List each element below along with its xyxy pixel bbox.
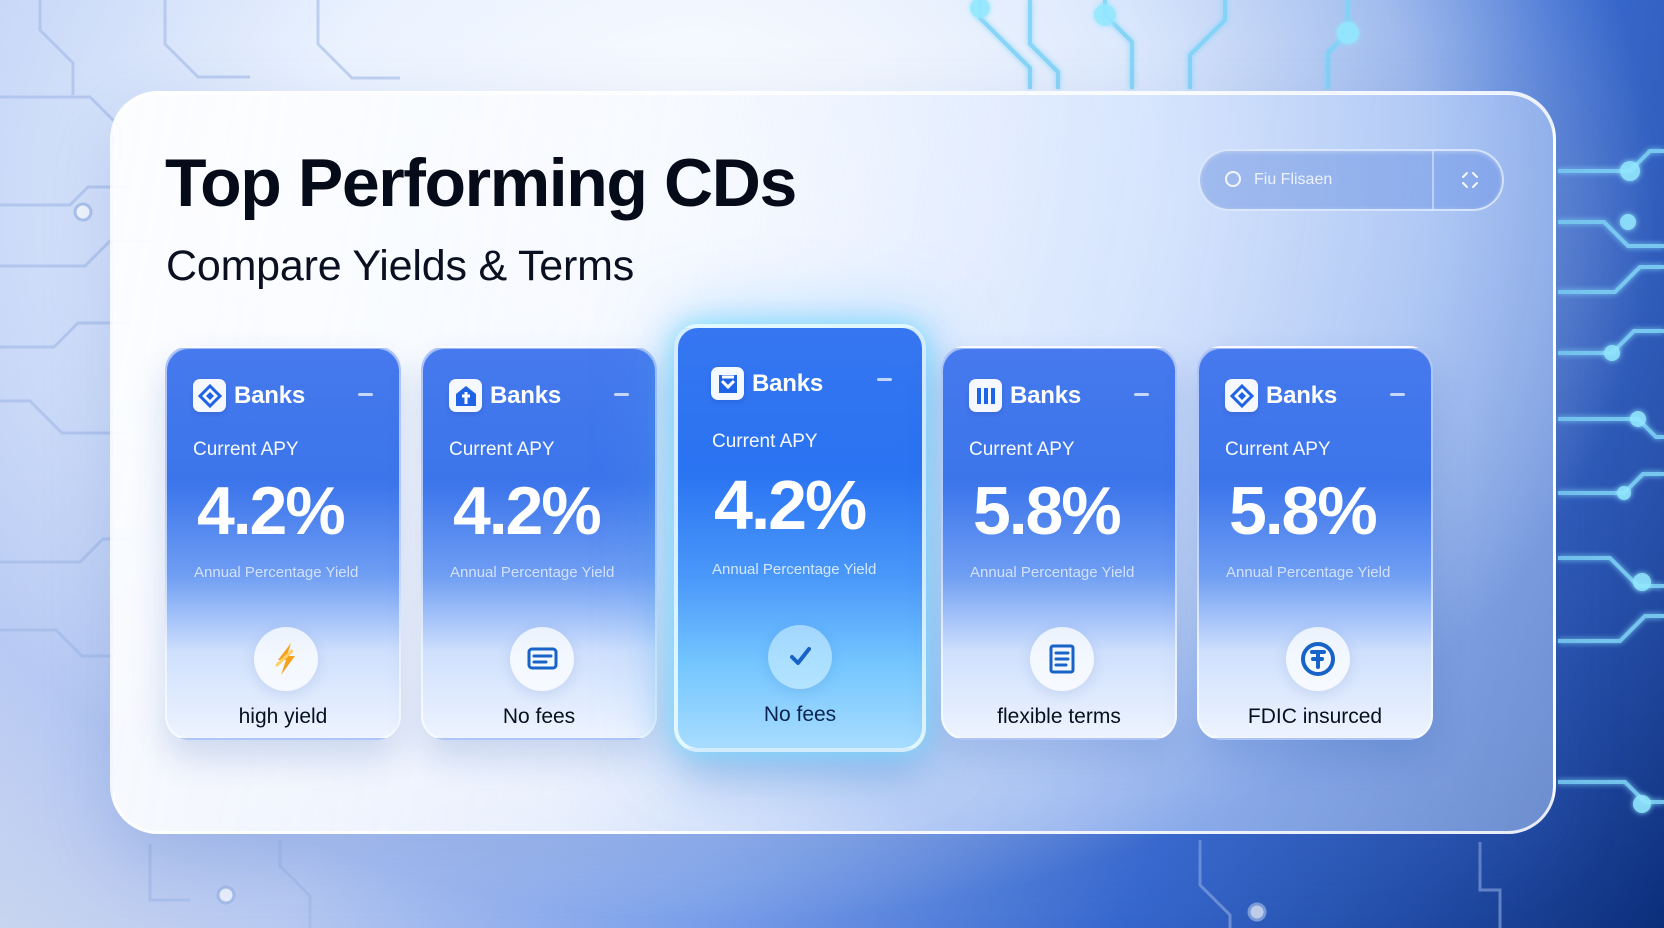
apy-caption: Annual Percentage Yield <box>970 564 1135 581</box>
apy-caption: Annual Percentage Yield <box>712 561 877 578</box>
search-field[interactable] <box>1200 151 1432 209</box>
no-fees-icon <box>510 627 574 691</box>
lightning-icon <box>254 627 318 691</box>
bank-pillars-logo-icon <box>969 379 1002 412</box>
bank-name: Banks <box>752 369 824 397</box>
feature-label: No fees <box>763 703 837 726</box>
cd-card-list: Banks Current APY 4.2% Annual Percentage… <box>113 94 1553 831</box>
expand-search-button[interactable] <box>1432 151 1502 209</box>
apy-value: 4.2% <box>197 473 346 549</box>
apy-value: 4.2% <box>453 473 602 549</box>
card-header: Banks <box>1225 379 1337 412</box>
apy-label: Current APY <box>1225 439 1331 460</box>
feature-label: No fees <box>502 705 576 728</box>
card-header: Banks <box>969 379 1081 412</box>
bank-name: Banks <box>234 381 306 409</box>
apy-label: Current APY <box>193 439 299 460</box>
search-input[interactable] <box>1254 171 1404 189</box>
apy-caption: Annual Percentage Yield <box>194 564 359 581</box>
cd-card[interactable]: Banks Current APY 4.2% Annual Percentage… <box>165 346 401 740</box>
apy-caption: Annual Percentage Yield <box>450 564 615 581</box>
apy-value: 4.2% <box>714 466 867 544</box>
card-menu-icon[interactable] <box>877 378 892 381</box>
cd-card[interactable]: Banks Current APY 5.8% Annual Percentage… <box>941 346 1177 740</box>
apy-label: Current APY <box>969 439 1075 460</box>
apy-value: 5.8% <box>1229 473 1378 549</box>
bank-diamond-logo-icon <box>193 379 226 412</box>
bank-name: Banks <box>1266 381 1338 409</box>
search-icon <box>1225 171 1241 187</box>
cd-comparison-panel: Top Performing CDs Compare Yields & Term… <box>110 91 1556 834</box>
bank-diamond-logo-icon <box>1225 379 1258 412</box>
card-menu-icon[interactable] <box>1390 393 1405 396</box>
search-box <box>1198 149 1504 211</box>
page-title: Top Performing CDs <box>165 145 797 221</box>
card-header: Banks <box>193 379 305 412</box>
card-header: Banks <box>449 379 561 412</box>
bank-name: Banks <box>1010 381 1082 409</box>
card-menu-icon[interactable] <box>1134 393 1149 396</box>
bank-house-logo-icon <box>449 379 482 412</box>
card-header: Banks <box>711 367 823 400</box>
document-list-icon <box>1030 627 1094 691</box>
cd-card[interactable]: Banks Current APY 5.8% Annual Percentage… <box>1197 346 1433 740</box>
apy-caption: Annual Percentage Yield <box>1226 564 1391 581</box>
bank-name: Banks <box>490 381 562 409</box>
feature-label: flexible terms <box>997 705 1121 728</box>
page-subtitle: Compare Yields & Terms <box>166 242 634 290</box>
card-menu-icon[interactable] <box>614 393 629 396</box>
apy-label: Current APY <box>712 431 818 452</box>
expand-icon <box>1462 172 1478 188</box>
apy-label: Current APY <box>449 439 555 460</box>
bank-wallet-logo-icon <box>711 367 744 400</box>
apy-value: 5.8% <box>973 473 1122 549</box>
feature-label: high yield <box>238 705 328 728</box>
fdic-badge-icon <box>1286 627 1350 691</box>
card-menu-icon[interactable] <box>358 393 373 396</box>
feature-label: FDIC insurced <box>1247 705 1383 728</box>
checkmark-icon <box>768 625 832 689</box>
cd-card[interactable]: Banks Current APY 4.2% Annual Percentage… <box>421 346 657 740</box>
featured-cd-card[interactable]: Banks Current APY 4.2% Annual Percentage… <box>674 324 926 752</box>
